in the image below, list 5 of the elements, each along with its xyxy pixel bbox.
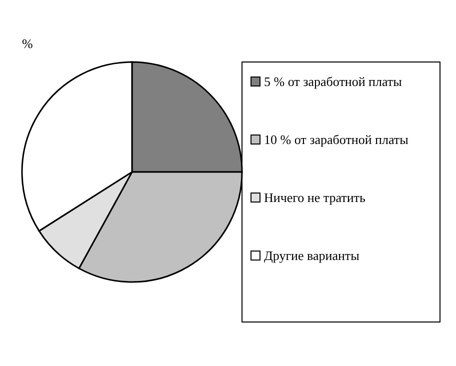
chart-title: % <box>22 36 33 51</box>
legend-label: 10 % от заработной платы <box>264 132 409 148</box>
legend-label: Ничего не тратить <box>264 190 366 206</box>
legend-label: Другие варианты <box>264 248 360 264</box>
legend-label: 5 % от заработной платы <box>264 74 402 89</box>
